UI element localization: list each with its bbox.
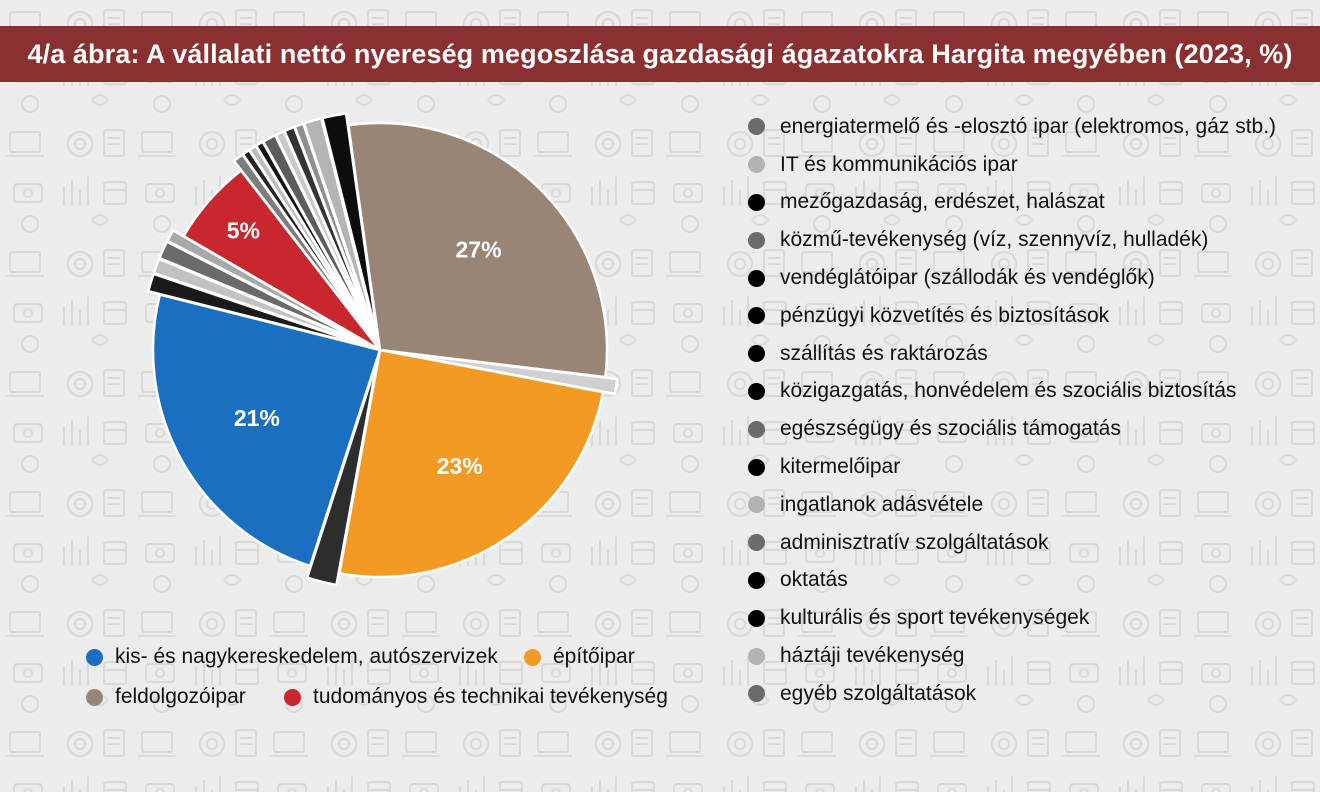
legend-swatch — [748, 269, 765, 287]
legend-swatch — [748, 307, 765, 325]
legend-label: kulturális és sport tevékenységek — [780, 606, 1090, 630]
legend-swatch — [748, 420, 765, 438]
legend-label: közmű-tevékenység (víz, szennyvíz, hulla… — [780, 228, 1209, 252]
legend-item: adminisztratív szolgáltatások — [748, 524, 1308, 562]
legend-right: energiatermelő és -elosztó ipar (elektro… — [748, 108, 1308, 713]
legend-swatch — [748, 458, 765, 476]
legend-label: vendéglátóipar (szállodák és vendéglők) — [780, 266, 1155, 290]
legend-label: oktatás — [780, 568, 848, 592]
legend-item: szállítás és raktározás — [748, 335, 1308, 373]
legend-item: kulturális és sport tevékenységek — [748, 599, 1308, 637]
legend-label: kis- és nagykereskedelem, autószervizek — [115, 645, 498, 668]
legend-item: IT és kommunikációs ipar — [748, 146, 1308, 184]
legend-item: építőipar — [524, 640, 635, 674]
legend-swatch — [748, 382, 765, 400]
legend-swatch — [748, 231, 765, 249]
legend-item: feldolgozóipar — [86, 680, 246, 714]
legend-swatch — [748, 345, 765, 363]
legend-label: adminisztratív szolgáltatások — [780, 530, 1049, 554]
legend-swatch — [748, 534, 765, 552]
legend-item: vendéglátóipar (szállodák és vendéglők) — [748, 259, 1308, 297]
legend-item: közigazgatás, honvédelem és szociális bi… — [748, 373, 1308, 411]
legend-item: közmű-tevékenység (víz, szennyvíz, hulla… — [748, 221, 1308, 259]
legend-item: kis- és nagykereskedelem, autószervizek — [86, 640, 498, 674]
legend-label: energiatermelő és -elosztó ipar (elektro… — [780, 114, 1277, 138]
legend-swatch — [86, 648, 103, 666]
legend-label: mezőgazdaság, erdészet, halászat — [780, 190, 1105, 214]
legend-label: pénzügyi közvetítés és biztosítások — [780, 303, 1110, 327]
legend-swatch — [284, 688, 301, 706]
legend-swatch — [86, 688, 103, 706]
legend-item: mezőgazdaság, erdészet, halászat — [748, 184, 1308, 222]
legend-label: kitermelőipar — [780, 455, 901, 479]
legend-label: IT és kommunikációs ipar — [780, 152, 1018, 176]
legend-swatch — [524, 648, 541, 666]
legend-swatch — [748, 571, 765, 589]
legend-label: építőipar — [553, 645, 635, 668]
legend-label: háztáji tevékenység — [780, 644, 965, 668]
chart-title: 4/a ábra: A vállalati nettó nyereség meg… — [0, 26, 1320, 82]
legend-item: kitermelőipar — [748, 448, 1308, 486]
legend-swatch — [748, 496, 765, 514]
legend-item: energiatermelő és -elosztó ipar (elektro… — [748, 108, 1308, 146]
legend-item: háztáji tevékenység — [748, 637, 1308, 675]
legend-item: pénzügyi közvetítés és biztosítások — [748, 297, 1308, 335]
legend-label: feldolgozóipar — [115, 685, 246, 708]
legend-bottom: kis- és nagykereskedelem, autószervizek é… — [86, 640, 726, 730]
legend-item: tudományos és technikai tevékenység — [284, 680, 668, 714]
legend-item: ingatlanok adásvétele — [748, 486, 1308, 524]
legend-item: egyéb szolgáltatások — [748, 675, 1308, 713]
legend-label: egészségügy és szociális támogatás — [780, 417, 1121, 441]
legend-swatch — [748, 118, 765, 136]
legend-swatch — [748, 609, 765, 627]
legend-item: oktatás — [748, 562, 1308, 600]
legend-label: ingatlanok adásvétele — [780, 492, 984, 516]
legend-swatch — [748, 156, 765, 174]
legend-label: közigazgatás, honvédelem és szociális bi… — [780, 379, 1237, 403]
legend-label: egyéb szolgáltatások — [780, 681, 977, 705]
legend-swatch — [748, 685, 765, 703]
legend-swatch — [748, 193, 765, 211]
legend-swatch — [748, 647, 765, 665]
legend-item: egészségügy és szociális támogatás — [748, 410, 1308, 448]
legend-label: szállítás és raktározás — [780, 341, 988, 365]
legend-label: tudományos és technikai tevékenység — [313, 685, 668, 708]
